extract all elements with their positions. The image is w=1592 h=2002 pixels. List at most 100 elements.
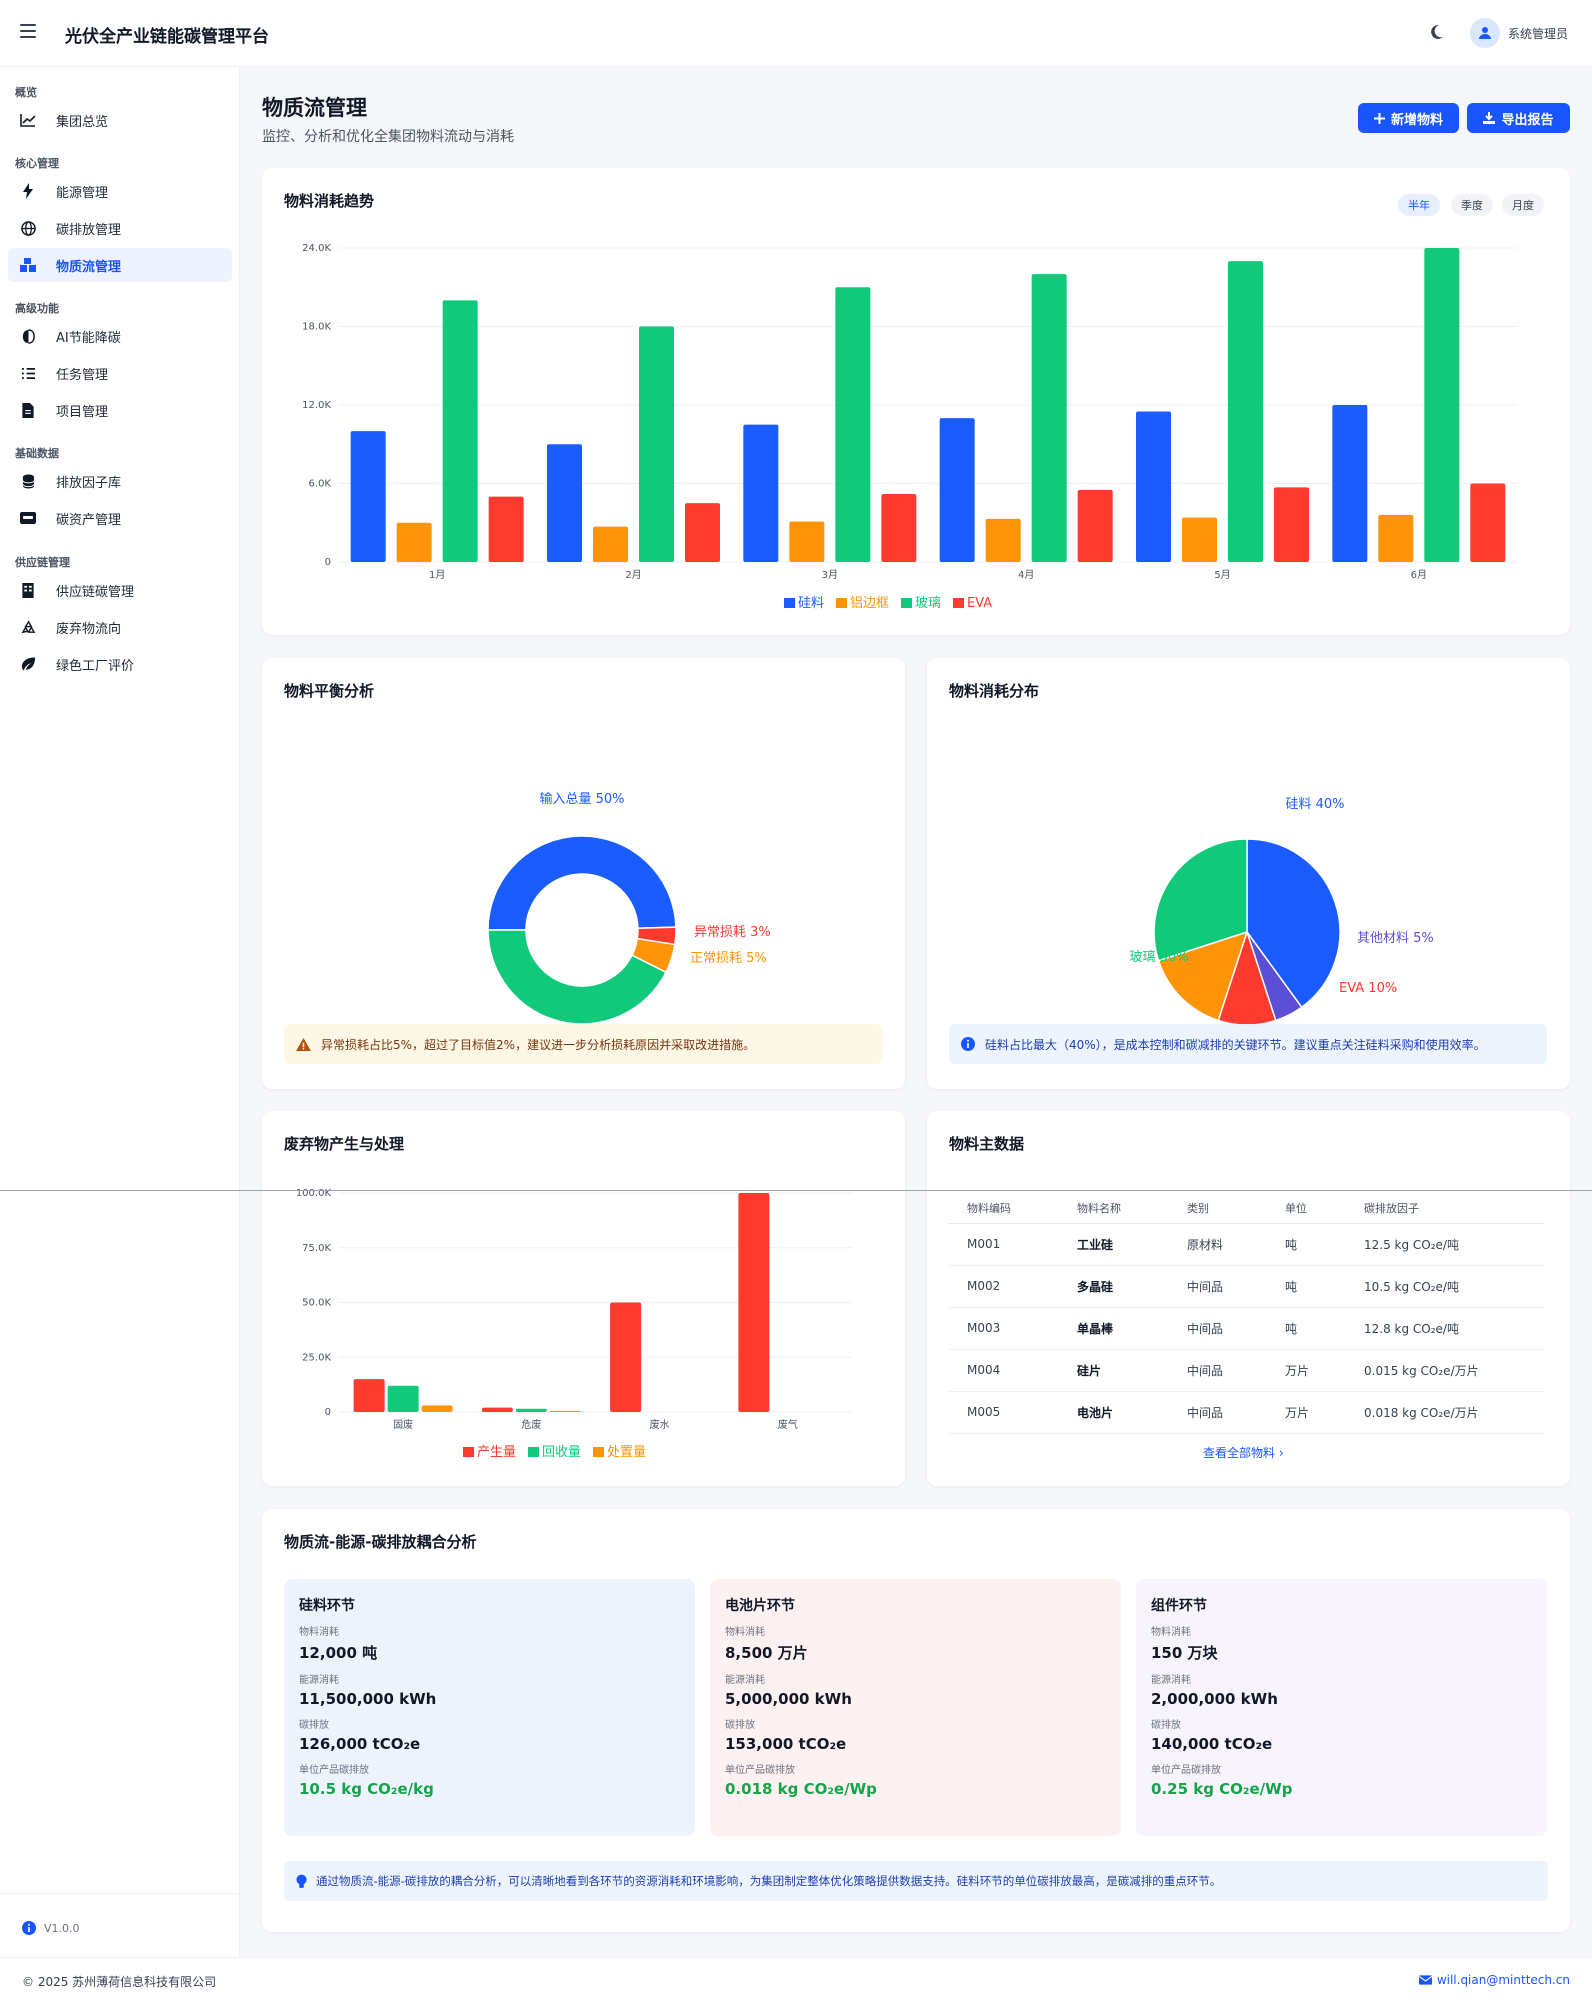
top-bar: 光伏全产业链能碳管理平台 系统管理员 [0, 0, 1592, 67]
sidebar-item-material-flow[interactable]: 物质流管理 [8, 248, 232, 282]
y-tick-label: 24.0K [302, 243, 331, 254]
y-tick-label: 12.0K [302, 400, 331, 411]
sidebar-item-ai[interactable]: AI节能降碳 [8, 319, 232, 353]
legend-label: 处置量 [607, 1445, 646, 1460]
unit-carbon-label: 单位产品碳排放 [725, 1765, 795, 1776]
coupling-note-text: 通过物质流-能源-碳排放的耦合分析，可以清晰地看到各环节的资源消耗和环境影响，为… [316, 1874, 1222, 1888]
cell-name: 硅片 [1059, 1349, 1169, 1392]
slice-label: 正常损耗 5% [690, 951, 767, 966]
bar-EVA [881, 493, 917, 562]
stage-title: 组件环节 [1151, 1598, 1207, 1614]
sidebar-item-carbon-assets[interactable]: 碳资产管理 [8, 501, 232, 535]
bar-产生量 [353, 1379, 385, 1412]
envelope-icon [1418, 1975, 1432, 1985]
slice-label: 异常损耗 3% [694, 925, 771, 940]
cell-name: 单晶棒 [1059, 1307, 1169, 1350]
database-icon [18, 473, 38, 489]
sidebar-item-label: 碳排放管理 [56, 222, 122, 238]
sidebar-item-emission-factors[interactable]: 排放因子库 [8, 464, 232, 498]
page-title: 物质流管理 [262, 96, 367, 120]
bar-硅料 [939, 418, 975, 562]
sidebar-item-tasks[interactable]: 任务管理 [8, 356, 232, 390]
export-report-button[interactable]: 导出报告 [1467, 103, 1570, 133]
y-tick-label: 75.0K [302, 1243, 331, 1254]
table-row[interactable]: M005 电池片 中间品 万片 0.018 kg CO₂e/万片 [949, 1391, 1545, 1434]
period-month[interactable]: 月度 [1502, 194, 1544, 216]
y-tick-label: 18.0K [302, 322, 331, 333]
period-quarter[interactable]: 季度 [1451, 194, 1493, 216]
table-row[interactable]: M001 工业硅 原材料吨 12.5 kg CO₂e/吨 [949, 1223, 1545, 1266]
unit-carbon-value: 0.25 kg CO₂e/Wp [1151, 1780, 1293, 1798]
copyright: © 2025 苏州薄荷信息科技有限公司 [22, 1975, 217, 1989]
energy-value: 5,000,000 kWh [725, 1690, 852, 1708]
col-unit: 单位 [1267, 1193, 1346, 1224]
cell-category: 中间品 [1169, 1349, 1267, 1392]
version-text: V1.0.0 [44, 1921, 80, 1935]
balance-note-text: 异常损耗占比5%，超过了目标值2%，建议进一步分析损耗原因并采取改进措施。 [321, 1037, 756, 1052]
sidebar-item-label: 项目管理 [56, 404, 109, 420]
legend-label: 产生量 [477, 1445, 516, 1460]
add-material-button[interactable]: 新增物料 [1358, 103, 1459, 133]
email-text: will.qian@minttech.cn [1436, 1973, 1570, 1987]
cell-factor: 12.8 kg CO₂e/吨 [1346, 1307, 1545, 1350]
x-tick-label: 3月 [822, 569, 838, 581]
bar-玻璃 [442, 300, 478, 562]
sidebar-item-energy[interactable]: 能源管理 [8, 174, 232, 208]
leaf-icon [18, 656, 38, 672]
material-value: 12,000 吨 [299, 1644, 378, 1662]
material-label: 物料消耗 [299, 1627, 339, 1638]
cell-category: 中间品 [1169, 1307, 1267, 1350]
carbon-label: 碳排放 [299, 1720, 329, 1731]
cell-factor: 10.5 kg CO₂e/吨 [1346, 1265, 1545, 1308]
sidebar-item-supply-chain-carbon[interactable]: 供应链碳管理 [8, 573, 232, 607]
energy-label: 能源消耗 [299, 1675, 339, 1686]
sidebar-item-projects[interactable]: 项目管理 [8, 393, 232, 427]
legend-label: 铝边框 [850, 596, 889, 611]
sidebar-item-waste-flow[interactable]: 废弃物流向 [8, 610, 232, 644]
sidebar: 概览 集团总览 核心管理 能源管理 碳排放管理 物质流管理 高级功能 AI节能降… [0, 67, 240, 1957]
cell-unit: 吨 [1267, 1307, 1346, 1350]
sidebar-item-label: 任务管理 [56, 367, 109, 383]
cell-factor: 12.5 kg CO₂e/吨 [1346, 1223, 1545, 1266]
sidebar-item-carbon[interactable]: 碳排放管理 [8, 211, 232, 245]
y-tick-label: 25.0K [302, 1352, 331, 1363]
table-row[interactable]: M002 多晶硅 中间品吨 10.5 kg CO₂e/吨 [949, 1265, 1545, 1308]
legend-swatch [593, 1447, 604, 1457]
user-menu[interactable]: 系统管理员 [1470, 17, 1568, 49]
slice-产品产出 [487, 929, 667, 1025]
table-row[interactable]: M003 单晶棒 中间品吨 12.8 kg CO₂e/吨 [949, 1307, 1545, 1350]
distribution-pie-chart: 硅料 40%其他材料 5%EVA 10%铝边框 15%玻璃 30% [1129, 797, 1434, 1040]
bar-玻璃 [1424, 248, 1460, 562]
coupling-insight: 通过物质流-能源-碳排放的耦合分析，可以清晰地看到各环节的资源消耗和环境影响，为… [284, 1861, 1548, 1901]
bar-玻璃 [835, 287, 871, 562]
legend-swatch [463, 1447, 474, 1457]
legend-swatch [784, 598, 795, 608]
contact-email-link[interactable]: will.qian@minttech.cn [1418, 1973, 1570, 1987]
menu-icon[interactable] [20, 24, 36, 38]
view-all-materials-link[interactable]: 查看全部物料 › [1203, 1444, 1284, 1461]
slice-输入总量 [487, 835, 677, 931]
moon-icon[interactable] [1426, 22, 1446, 42]
x-tick-label: 4月 [1018, 569, 1034, 581]
sidebar-item-label: 废弃物流向 [56, 621, 122, 637]
bar-产生量 [738, 1193, 770, 1412]
period-half-year[interactable]: 半年 [1398, 194, 1440, 216]
x-tick-label: 5月 [1214, 569, 1230, 581]
slice-label: 其他材料 5% [1357, 931, 1434, 946]
legend-swatch [836, 598, 847, 608]
sidebar-item-green-factory[interactable]: 绿色工厂评价 [8, 647, 232, 681]
y-tick-label: 50.0K [302, 1298, 331, 1309]
slice-label: 玻璃 30% [1129, 950, 1188, 965]
distribution-note-text: 硅料占比最大（40%），是成本控制和碳减排的关键环节。建议重点关注硅料采购和使用… [985, 1037, 1486, 1052]
sidebar-item-group-overview[interactable]: 集团总览 [8, 103, 232, 137]
distribution-card: 物料消耗分布 硅料 40%其他材料 5%EVA 10%铝边框 15%玻璃 30%… [927, 658, 1570, 1089]
bar-EVA [1470, 483, 1506, 562]
cell-code: M001 [949, 1223, 1059, 1266]
material-value: 8,500 万片 [725, 1644, 808, 1662]
table-row[interactable]: M004 硅片 中间品 万片 0.015 kg CO₂e/万片 [949, 1349, 1545, 1392]
x-tick-label: 2月 [625, 569, 641, 581]
cell-category: 原材料 [1169, 1223, 1267, 1266]
col-name: 物料名称 [1059, 1193, 1169, 1224]
x-tick-label: 危废 [521, 1418, 541, 1431]
cell-unit: 吨 [1267, 1265, 1346, 1308]
